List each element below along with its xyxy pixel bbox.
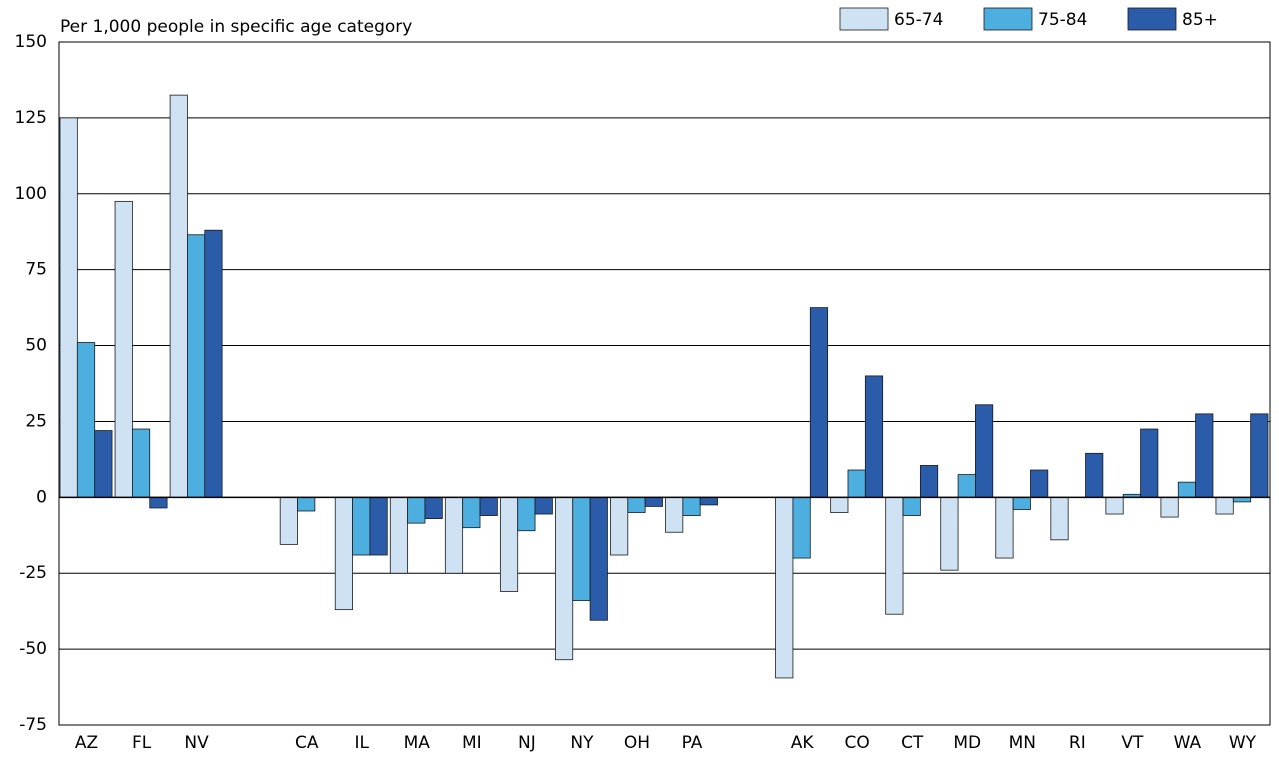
x-tick-label: NV bbox=[184, 733, 209, 753]
y-tick-label: 0 bbox=[36, 487, 47, 507]
y-tick-label: 50 bbox=[25, 336, 47, 356]
bar bbox=[919, 465, 939, 498]
x-tick-label: MN bbox=[1009, 733, 1036, 753]
bar bbox=[775, 496, 794, 679]
bar bbox=[94, 430, 113, 498]
bar bbox=[1160, 496, 1179, 518]
plot-frame bbox=[58, 41, 1271, 726]
x-tick-label: PA bbox=[682, 733, 703, 753]
x-tick-label: CT bbox=[901, 733, 924, 753]
bar bbox=[534, 496, 553, 515]
bar bbox=[809, 307, 829, 498]
legend-label: 85+ bbox=[1182, 10, 1218, 30]
bar bbox=[627, 496, 646, 513]
bar bbox=[444, 496, 464, 574]
x-tick-label: WY bbox=[1229, 733, 1257, 753]
bar bbox=[830, 496, 849, 513]
bar bbox=[555, 496, 574, 661]
bar bbox=[995, 496, 1014, 559]
bar bbox=[59, 117, 78, 498]
bar bbox=[589, 496, 608, 621]
bar bbox=[940, 496, 959, 571]
y-tick-label: 150 bbox=[15, 32, 47, 52]
y-tick-label: -75 bbox=[19, 715, 47, 735]
x-tick-label: CO bbox=[845, 733, 870, 753]
bar bbox=[204, 229, 223, 498]
legend-label: 65-74 bbox=[894, 10, 943, 30]
legend-swatch bbox=[839, 7, 889, 31]
bar bbox=[297, 496, 316, 512]
x-tick-label: MD bbox=[953, 733, 981, 753]
x-tick-label: VT bbox=[1121, 733, 1144, 753]
bar bbox=[169, 94, 188, 498]
x-tick-label: RI bbox=[1069, 733, 1086, 753]
bar bbox=[792, 496, 811, 559]
bar bbox=[1012, 496, 1031, 510]
bar bbox=[1195, 413, 1214, 498]
x-tick-label: WA bbox=[1174, 733, 1202, 753]
x-tick-label: OH bbox=[624, 733, 650, 753]
bar bbox=[369, 496, 388, 556]
bar bbox=[462, 496, 481, 529]
bar bbox=[517, 496, 536, 532]
legend-label: 75-84 bbox=[1038, 10, 1087, 30]
chart-subtitle: Per 1,000 people in specific age categor… bbox=[60, 17, 412, 37]
bar bbox=[499, 496, 519, 592]
y-tick-label: -25 bbox=[19, 563, 47, 583]
bar bbox=[1105, 496, 1124, 515]
bar bbox=[1250, 413, 1269, 498]
bar bbox=[885, 496, 904, 615]
bar bbox=[572, 496, 591, 601]
bar bbox=[699, 496, 718, 506]
bar bbox=[334, 496, 353, 611]
bar bbox=[975, 404, 994, 498]
bar bbox=[644, 496, 663, 507]
bar bbox=[1050, 496, 1069, 541]
y-tick-label: 125 bbox=[15, 108, 47, 128]
y-tick-label: 100 bbox=[15, 184, 47, 204]
y-tick-label: 75 bbox=[25, 260, 47, 280]
bar bbox=[610, 496, 629, 556]
x-tick-label: IL bbox=[355, 733, 370, 753]
bar bbox=[76, 342, 96, 498]
x-tick-label: AK bbox=[791, 733, 815, 753]
bar bbox=[902, 496, 921, 516]
x-tick-label: AZ bbox=[75, 733, 98, 753]
bar bbox=[407, 496, 426, 524]
bar bbox=[1085, 452, 1104, 498]
bar bbox=[864, 375, 884, 498]
x-tick-label: NY bbox=[570, 733, 594, 753]
bar bbox=[187, 234, 206, 498]
bar bbox=[424, 496, 443, 519]
legend-swatch bbox=[1127, 7, 1177, 31]
y-tick-label: 25 bbox=[25, 411, 47, 431]
bar bbox=[682, 496, 701, 516]
bar bbox=[479, 496, 498, 516]
bar bbox=[1215, 496, 1234, 515]
bar bbox=[149, 496, 168, 509]
bar bbox=[1177, 481, 1197, 498]
x-tick-label: CA bbox=[295, 733, 319, 753]
bar bbox=[665, 496, 684, 533]
bar bbox=[389, 496, 409, 574]
bar bbox=[352, 496, 371, 556]
bar bbox=[847, 469, 866, 498]
bar bbox=[114, 200, 133, 498]
x-tick-label: NJ bbox=[518, 733, 536, 753]
bar bbox=[131, 428, 151, 498]
x-tick-label: FL bbox=[132, 733, 152, 753]
x-tick-label: MA bbox=[404, 733, 431, 753]
bar bbox=[279, 496, 298, 545]
bar bbox=[1030, 469, 1049, 498]
legend-swatch bbox=[983, 7, 1033, 31]
y-tick-label: -50 bbox=[19, 639, 47, 659]
x-tick-label: MI bbox=[462, 733, 482, 753]
bar bbox=[1140, 428, 1159, 498]
bar bbox=[957, 474, 976, 498]
